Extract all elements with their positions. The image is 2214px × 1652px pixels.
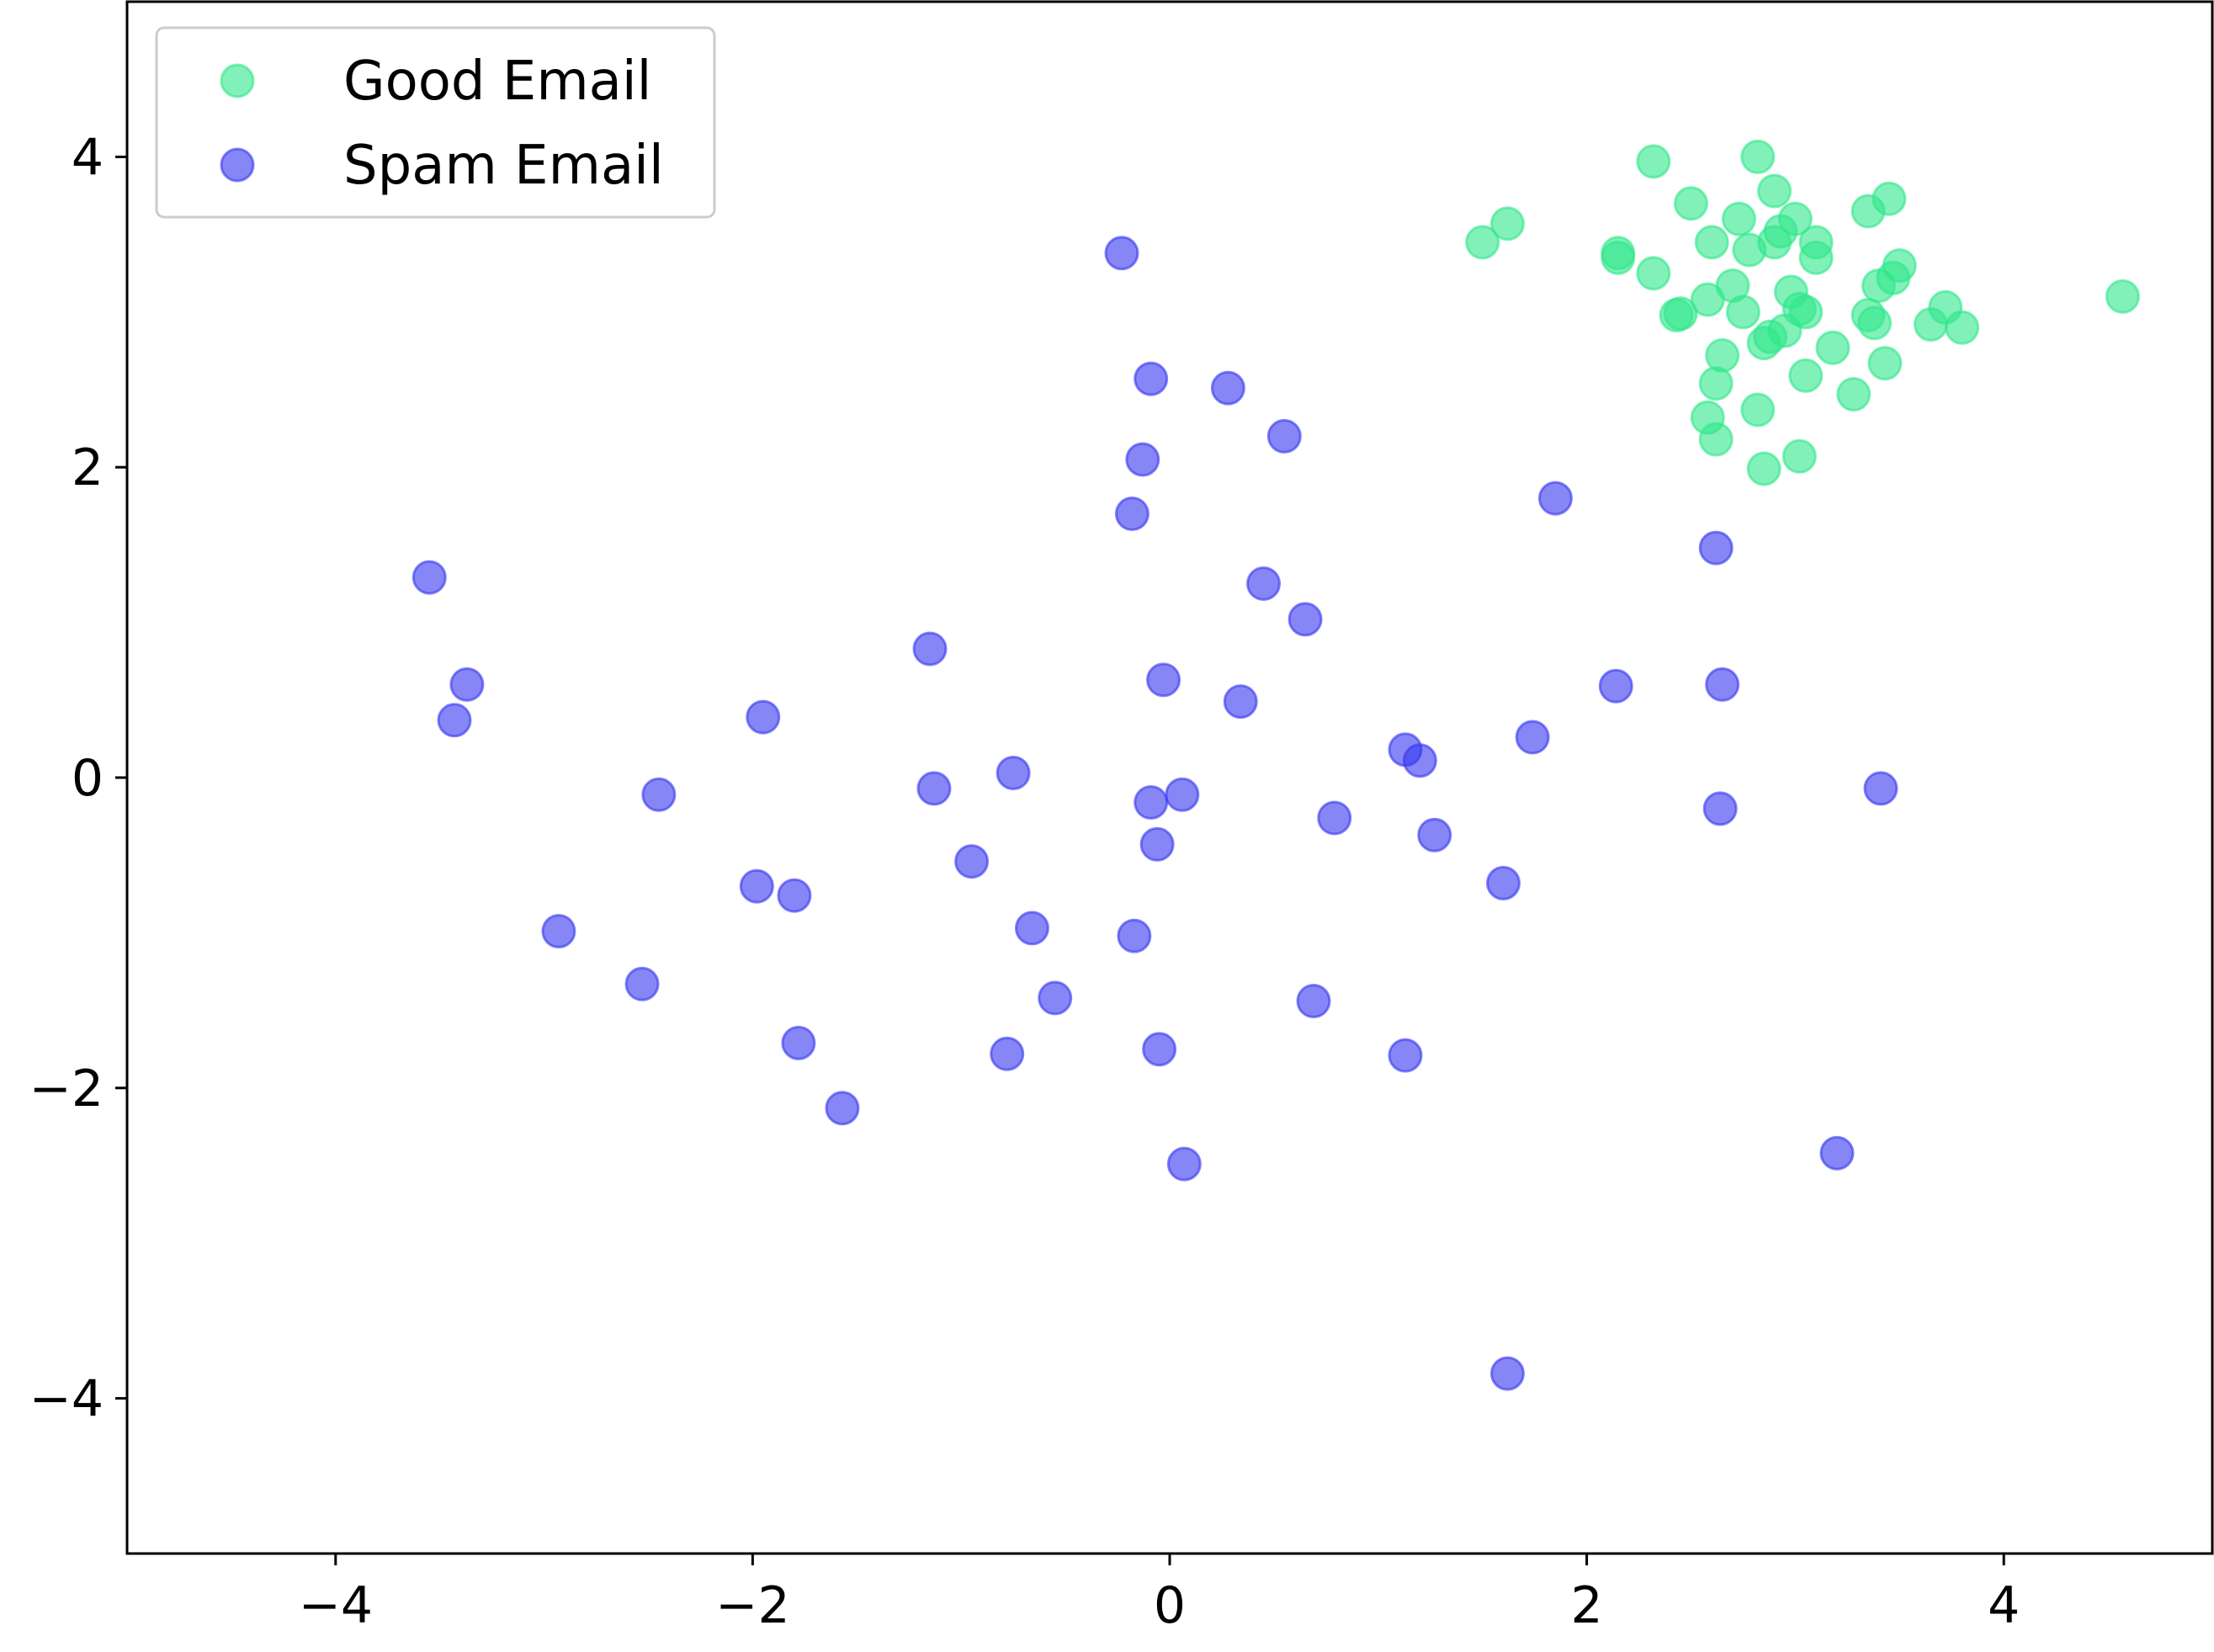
- spam-email-point: [954, 844, 990, 879]
- x-tick-label: −2: [715, 1576, 789, 1635]
- spam-email-point: [1142, 1032, 1177, 1067]
- spam-email-point: [1134, 361, 1169, 396]
- good-email-point: [1788, 295, 1824, 330]
- spam-email-point: [1702, 791, 1738, 826]
- good-email-point: [1757, 173, 1792, 209]
- spam-email-point: [1598, 668, 1633, 704]
- x-tick-label: 2: [1571, 1576, 1603, 1635]
- spam-email-point: [1104, 236, 1139, 271]
- good-email-point: [1694, 225, 1729, 260]
- good-email-point: [1705, 337, 1740, 373]
- good-email-point: [1815, 330, 1850, 365]
- spam-email-point: [746, 699, 781, 735]
- spam-email-point: [449, 667, 485, 702]
- spam-email-point: [1705, 667, 1740, 702]
- y-tick-label: 4: [72, 128, 104, 187]
- spam-email-point: [1515, 720, 1550, 755]
- spam-email-point: [1146, 662, 1181, 698]
- legend-label-spam-email: Spam Email: [343, 135, 664, 197]
- good-email-point: [1636, 144, 1671, 179]
- spam-email-point: [1317, 800, 1352, 836]
- spam-email-point: [1296, 984, 1331, 1019]
- good-email-point: [1867, 346, 1903, 381]
- spam-email-point: [437, 703, 472, 738]
- good-email-point: [1777, 201, 1813, 236]
- good-email-point: [1836, 377, 1872, 412]
- spam-email-point: [1166, 1146, 1202, 1182]
- spam-email-point: [1014, 911, 1049, 946]
- x-tick-label: 4: [1988, 1576, 2020, 1635]
- spam-email-point: [1223, 684, 1258, 720]
- good-email-point: [1489, 206, 1525, 242]
- points-layer: [411, 139, 2140, 1391]
- spam-email-point: [739, 868, 774, 904]
- good-email-point: [1740, 392, 1776, 428]
- good-email-point: [1601, 240, 1636, 275]
- spam-email-point: [1117, 918, 1152, 953]
- good-email-point: [1945, 310, 1980, 345]
- legend-marker-good-email: [220, 63, 255, 98]
- spam-email-point: [990, 1036, 1025, 1071]
- spam-email-point: [1537, 481, 1573, 516]
- legend-box: [155, 26, 716, 219]
- good-email-point: [2105, 279, 2140, 314]
- spam-email-point: [1266, 418, 1302, 454]
- spam-email-point: [1139, 826, 1175, 862]
- y-tick-label: 0: [72, 749, 104, 808]
- spam-email-point: [1819, 1135, 1855, 1171]
- good-email-point: [1857, 305, 1893, 341]
- spam-email-point: [777, 878, 812, 913]
- y-tick-label: −2: [29, 1060, 104, 1118]
- good-email-point: [1781, 438, 1817, 474]
- good-email-point: [1465, 225, 1500, 260]
- spam-email-point: [825, 1091, 860, 1126]
- spam-email-point: [1114, 497, 1149, 532]
- good-email-point: [1725, 295, 1760, 330]
- legend: Good Email Spam Email: [155, 26, 716, 219]
- good-email-point: [1698, 422, 1734, 457]
- spam-email-point: [1698, 530, 1734, 566]
- spam-email-point: [912, 631, 948, 667]
- x-tick-label: 0: [1154, 1576, 1186, 1635]
- spam-email-point: [1417, 817, 1452, 853]
- good-email-point: [1882, 247, 1917, 283]
- spam-email-point: [1388, 1038, 1423, 1073]
- spam-email-point: [1485, 865, 1521, 900]
- good-email-point: [1663, 296, 1698, 332]
- good-email-point: [1740, 139, 1776, 174]
- spam-email-point: [781, 1025, 816, 1060]
- spam-email-point: [1863, 771, 1898, 806]
- spam-email-point: [411, 560, 447, 595]
- good-email-point: [1636, 256, 1671, 291]
- spam-email-point: [624, 966, 660, 1001]
- y-tick-label: 2: [72, 438, 104, 497]
- spam-email-point: [641, 777, 677, 812]
- spam-email-point: [541, 914, 576, 949]
- spam-email-point: [1246, 566, 1282, 601]
- spam-email-point: [1165, 777, 1200, 812]
- good-email-point: [1674, 186, 1708, 221]
- good-email-point: [1746, 451, 1781, 486]
- good-email-point: [1872, 181, 1907, 216]
- spam-email-point: [1038, 980, 1073, 1016]
- x-tick-label: −4: [299, 1576, 373, 1635]
- good-email-point: [1698, 366, 1734, 401]
- good-email-point: [1798, 240, 1834, 275]
- spam-email-point: [916, 771, 952, 806]
- spam-email-point: [1125, 442, 1160, 477]
- spam-email-point: [1489, 1356, 1525, 1391]
- legend-marker-spam-email: [220, 147, 255, 183]
- good-email-point: [1788, 358, 1824, 393]
- spam-email-point: [1402, 743, 1437, 778]
- spam-email-point: [996, 755, 1031, 790]
- spam-email-point: [1134, 785, 1169, 821]
- spam-email-point: [1210, 370, 1245, 406]
- spam-email-point: [1288, 602, 1323, 637]
- axes-layer: −4 −2 0 2 4 4 2 0 −2 −4: [29, 0, 2214, 1635]
- legend-label-good-email: Good Email: [343, 50, 651, 113]
- y-tick-label: −4: [29, 1370, 104, 1429]
- good-email-point: [1721, 201, 1756, 236]
